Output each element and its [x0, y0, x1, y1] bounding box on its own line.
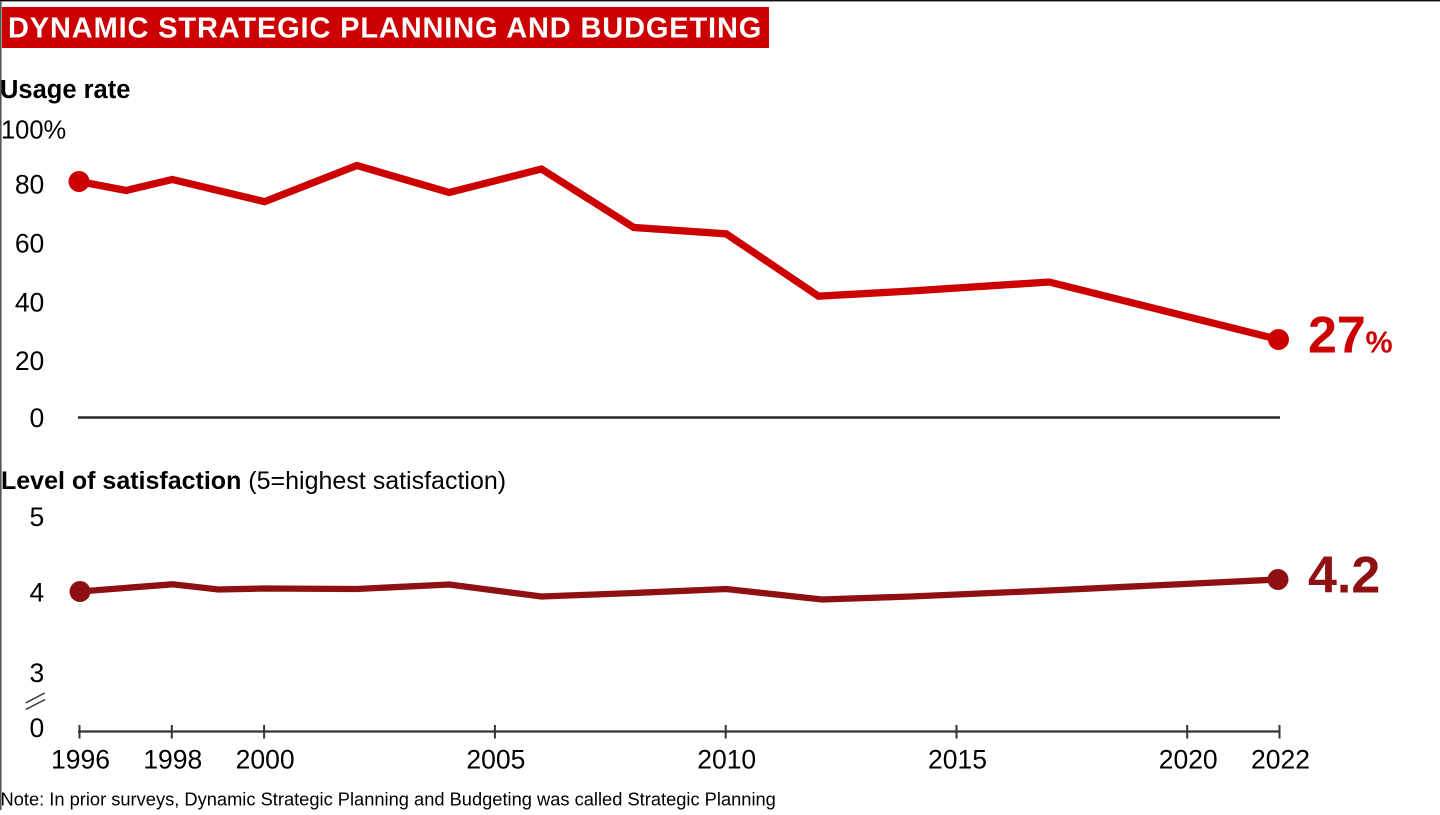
svg-text:4.2: 4.2	[1308, 546, 1380, 604]
svg-text:4: 4	[30, 577, 45, 607]
svg-text:5: 5	[30, 502, 45, 532]
svg-text:0: 0	[30, 713, 45, 743]
svg-text:60: 60	[15, 229, 44, 259]
svg-text:3: 3	[30, 658, 45, 688]
svg-text:80: 80	[15, 170, 44, 200]
svg-text:2005: 2005	[466, 744, 525, 774]
svg-text:DYNAMIC STRATEGIC PLANNING AND: DYNAMIC STRATEGIC PLANNING AND BUDGETING	[8, 13, 762, 45]
svg-text:1998: 1998	[143, 744, 202, 774]
svg-text:2010: 2010	[697, 744, 756, 774]
svg-text:Level of satisfaction (5=highe: Level of satisfaction (5=highest satisfa…	[1, 467, 506, 495]
svg-text:27: 27	[1308, 307, 1366, 365]
svg-text:%: %	[1366, 326, 1393, 360]
svg-text:100%: 100%	[1, 117, 66, 145]
svg-text:20: 20	[15, 346, 44, 376]
svg-text:2015: 2015	[928, 744, 987, 774]
svg-text:Note: In prior surveys, Dynami: Note: In prior surveys, Dynamic Strategi…	[1, 788, 776, 809]
svg-text:2022: 2022	[1251, 744, 1310, 774]
svg-text:1996: 1996	[51, 744, 110, 774]
svg-text:Usage rate: Usage rate	[0, 76, 130, 104]
svg-text:2000: 2000	[236, 744, 295, 774]
svg-text:40: 40	[15, 288, 44, 318]
svg-text:0: 0	[30, 403, 45, 433]
svg-text:2020: 2020	[1159, 744, 1218, 774]
